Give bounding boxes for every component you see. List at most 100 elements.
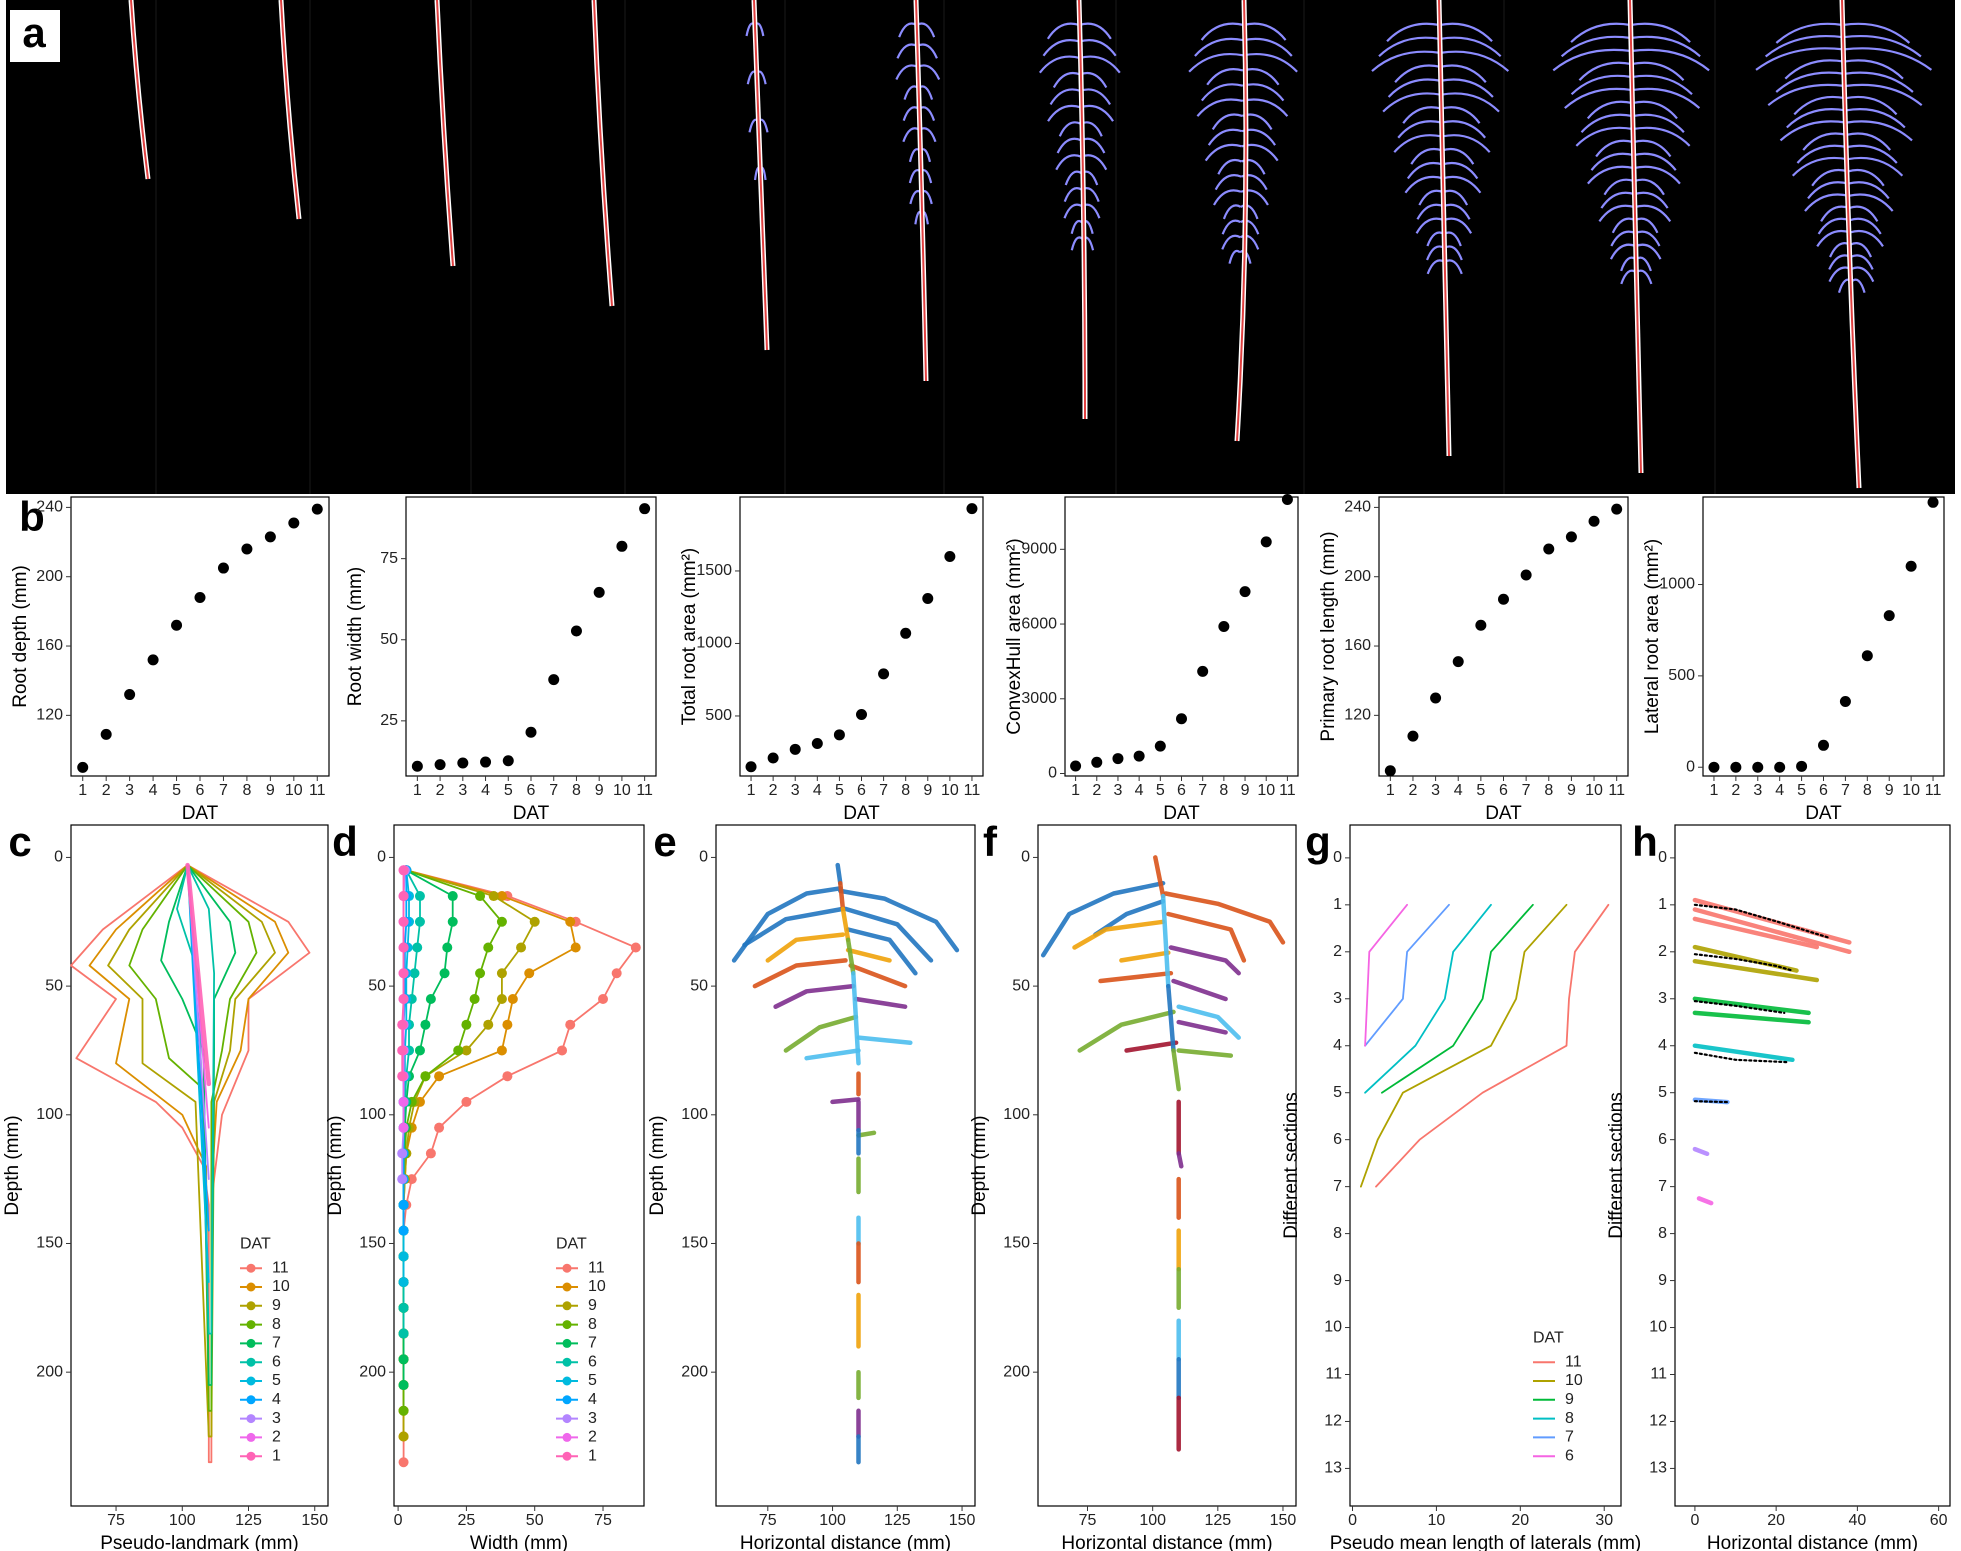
y-tick-label: 75	[380, 550, 398, 567]
x-tick-label: 9	[1885, 782, 1894, 799]
lateral-root	[1552, 48, 1632, 72]
x-tick-label: 11	[1279, 782, 1296, 799]
data-point	[1218, 621, 1230, 633]
x-tick-label: 20	[1767, 1512, 1785, 1529]
data-point	[639, 503, 651, 515]
x-tick-label: 2	[769, 782, 778, 799]
y-tick-label: 0	[1048, 765, 1057, 782]
x-axis-label: Pseudo-landmark (mm)	[100, 1533, 299, 1551]
lateral-root	[1188, 52, 1244, 73]
data-point	[548, 674, 560, 686]
lateral-root	[1440, 78, 1494, 98]
x-tick-label: 5	[1797, 782, 1806, 799]
line-marker	[447, 916, 458, 927]
lateral-root	[1603, 178, 1635, 196]
lateral-root	[1406, 161, 1443, 180]
line-series	[1692, 1146, 1710, 1157]
data-point	[900, 627, 912, 639]
primary-root-core	[280, 0, 300, 220]
y-tick-label: 0	[699, 849, 708, 866]
lateral-root	[1052, 71, 1081, 89]
lateral-root	[1055, 154, 1082, 171]
lateral-root	[1631, 61, 1685, 82]
x-tick-label: 11	[1925, 782, 1942, 799]
x-tick-label: 8	[242, 782, 251, 799]
plot-frame	[70, 824, 329, 1507]
root-images	[128, 0, 1933, 494]
line-marker	[398, 1277, 409, 1288]
y-tick-label: 200	[36, 568, 63, 585]
line-series	[1166, 983, 1176, 1053]
y-tick-label: 100	[681, 1106, 708, 1123]
data-point	[1611, 503, 1623, 515]
legend-title: DAT	[1533, 1329, 1564, 1346]
plot-frame	[393, 824, 645, 1507]
x-tick-label: 4	[149, 782, 158, 799]
data-point	[241, 543, 253, 555]
y-axis-label: Lateral root area (mm²)	[1642, 539, 1663, 734]
plot-frame	[1674, 824, 1951, 1507]
lateral-root	[1632, 126, 1691, 147]
lateral-root	[1598, 204, 1636, 222]
x-tick-label: 6	[527, 782, 536, 799]
line-series	[856, 1035, 913, 1045]
line-marker	[398, 1096, 409, 1107]
line-series	[838, 888, 960, 953]
lateral-root	[1764, 34, 1844, 58]
x-tick-label: 9	[266, 782, 275, 799]
legend-label: 5	[588, 1372, 597, 1389]
legend-label: 6	[272, 1353, 281, 1370]
y-tick-label: 4	[1658, 1037, 1667, 1054]
line-marker	[398, 1199, 409, 1210]
data-point	[171, 619, 183, 631]
x-tick-label: 3	[125, 782, 134, 799]
lateral-root	[1239, 219, 1260, 235]
line-series	[835, 862, 843, 886]
line-series	[1119, 950, 1171, 963]
legend-marker	[562, 1451, 572, 1461]
data-point	[1905, 560, 1917, 572]
y-axis-label: ConvexHull area (mm²)	[1004, 538, 1025, 734]
y-tick-label: 6000	[1021, 615, 1057, 632]
y-tick-label: 12	[1649, 1413, 1667, 1430]
lateral-root	[1221, 219, 1242, 235]
line-series	[176, 864, 215, 1335]
line-series	[773, 983, 856, 1009]
line-marker	[425, 1148, 436, 1159]
primary-root-core	[1236, 0, 1247, 442]
line-series	[1693, 903, 1831, 939]
line-series	[1160, 893, 1171, 989]
x-axis-label: DAT	[513, 803, 550, 824]
lateral-root	[1848, 193, 1894, 212]
legend-label: 4	[588, 1391, 597, 1408]
legend-marker	[562, 1282, 572, 1292]
legend-marker	[562, 1432, 572, 1442]
plot-frame	[1349, 824, 1622, 1507]
legend-label: 6	[588, 1353, 597, 1370]
lateral-root	[1442, 161, 1479, 180]
line-marker	[483, 1019, 494, 1030]
lateral-root	[1850, 242, 1872, 258]
x-axis-label: DAT	[182, 803, 219, 824]
x-tick-label: 8	[1863, 782, 1872, 799]
line-marker	[496, 993, 507, 1004]
legend-label: 11	[1565, 1353, 1582, 1370]
legend-label: 1	[588, 1447, 597, 1464]
data-point	[811, 738, 823, 750]
lateral-root	[1079, 22, 1112, 40]
primary-root-core	[593, 0, 613, 307]
legend-marker	[562, 1320, 572, 1330]
lateral-root	[1393, 134, 1443, 153]
line-series	[402, 869, 637, 1464]
x-tick-label: 9	[595, 782, 604, 799]
panel-label: g	[1305, 818, 1331, 865]
lateral-root	[1634, 204, 1672, 222]
lateral-root	[1631, 48, 1710, 72]
lateral-root	[1846, 120, 1913, 142]
line-series	[742, 906, 846, 948]
lateral-root	[1217, 158, 1242, 175]
lateral-root	[1242, 52, 1298, 73]
x-tick-label: 1	[1071, 782, 1080, 799]
x-tick-label: 8	[572, 782, 581, 799]
x-tick-label: 0	[394, 1512, 403, 1529]
